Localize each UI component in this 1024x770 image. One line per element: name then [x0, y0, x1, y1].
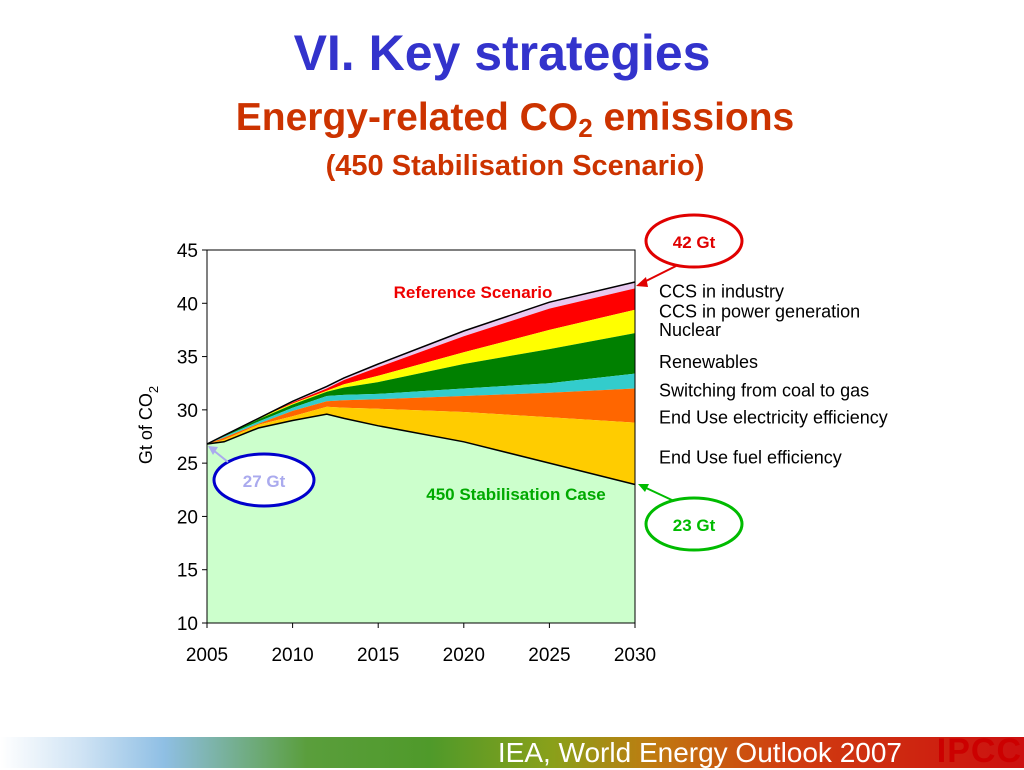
- y-tick-label: 15: [177, 561, 198, 582]
- y-tick-label: 45: [177, 241, 198, 262]
- chart-subtitle-scenario: (450 Stabilisation Scenario): [325, 150, 705, 182]
- wedge-renewables: [207, 333, 635, 444]
- legend-label: Nuclear: [659, 320, 721, 340]
- legend-label: End Use electricity efficiency: [659, 407, 888, 427]
- plot-frame: [206, 249, 636, 624]
- reference-scenario-line: [206, 281, 636, 445]
- callout-42-ellipse: [644, 213, 744, 269]
- callout-23-label: 23 Gt: [673, 516, 716, 535]
- callout-27-ellipse: [212, 452, 316, 508]
- wedge-switching-from-coal-to-gas: [207, 373, 635, 444]
- x-tick-label: 2030: [614, 645, 656, 666]
- callout-23-ellipse: [644, 496, 744, 552]
- wedge-end-use-fuel-efficiency: [207, 406, 635, 485]
- footer-source: IEA, World Energy Outlook 2007: [497, 737, 902, 768]
- chart-subtitle: Energy-related CO2 emissions: [235, 96, 795, 143]
- wedge-nuclear: [207, 309, 635, 444]
- callout-23-arrow: [643, 486, 675, 502]
- callout-27-label: 27 Gt: [243, 472, 286, 491]
- stabilisation-450-line: [206, 413, 636, 486]
- callout-27-arrowhead: [208, 446, 218, 455]
- y-tick-label: 20: [177, 507, 198, 528]
- legend-label: CCS in industry: [659, 281, 784, 301]
- legend-label: Renewables: [659, 352, 758, 372]
- callout-42-arrow: [641, 265, 677, 284]
- legend-label: CCS in power generation: [659, 302, 860, 322]
- y-tick-label: 30: [177, 401, 198, 422]
- y-tick-label: 35: [177, 348, 198, 369]
- callout-23-arrowhead: [638, 484, 649, 492]
- y-tick-label: 40: [177, 294, 198, 315]
- y-tick-label: 25: [177, 454, 198, 475]
- wedge-end-use-electricity-efficiency: [207, 388, 635, 444]
- footer-bar: [0, 737, 1024, 768]
- wedge-450-stabilisation-case: [207, 414, 635, 623]
- slide-title: VI. Key strategies: [293, 25, 711, 81]
- y-tick-label: 10: [177, 614, 198, 635]
- x-tick-label: 2010: [271, 645, 313, 666]
- x-tick-label: 2005: [186, 645, 228, 666]
- stabilisation-case-label: 450 Stabilisation Case: [426, 485, 606, 504]
- x-tick-label: 2025: [528, 645, 570, 666]
- reference-scenario-label: Reference Scenario: [394, 283, 553, 302]
- legend-label: End Use fuel efficiency: [659, 448, 842, 468]
- callout-42-arrowhead: [636, 277, 648, 287]
- callout-42-label: 42 Gt: [673, 233, 716, 252]
- wedge-ccs-in-power-generation: [207, 288, 635, 444]
- legend-label: Switching from coal to gas: [659, 381, 869, 401]
- x-tick-label: 2015: [357, 645, 399, 666]
- callout-27-arrow: [212, 449, 229, 463]
- ipcc-logo: IPCC: [936, 732, 1022, 770]
- wedge-ccs-in-industry: [207, 282, 635, 444]
- y-axis-label: Gt of CO2: [136, 386, 161, 464]
- x-tick-label: 2020: [443, 645, 485, 666]
